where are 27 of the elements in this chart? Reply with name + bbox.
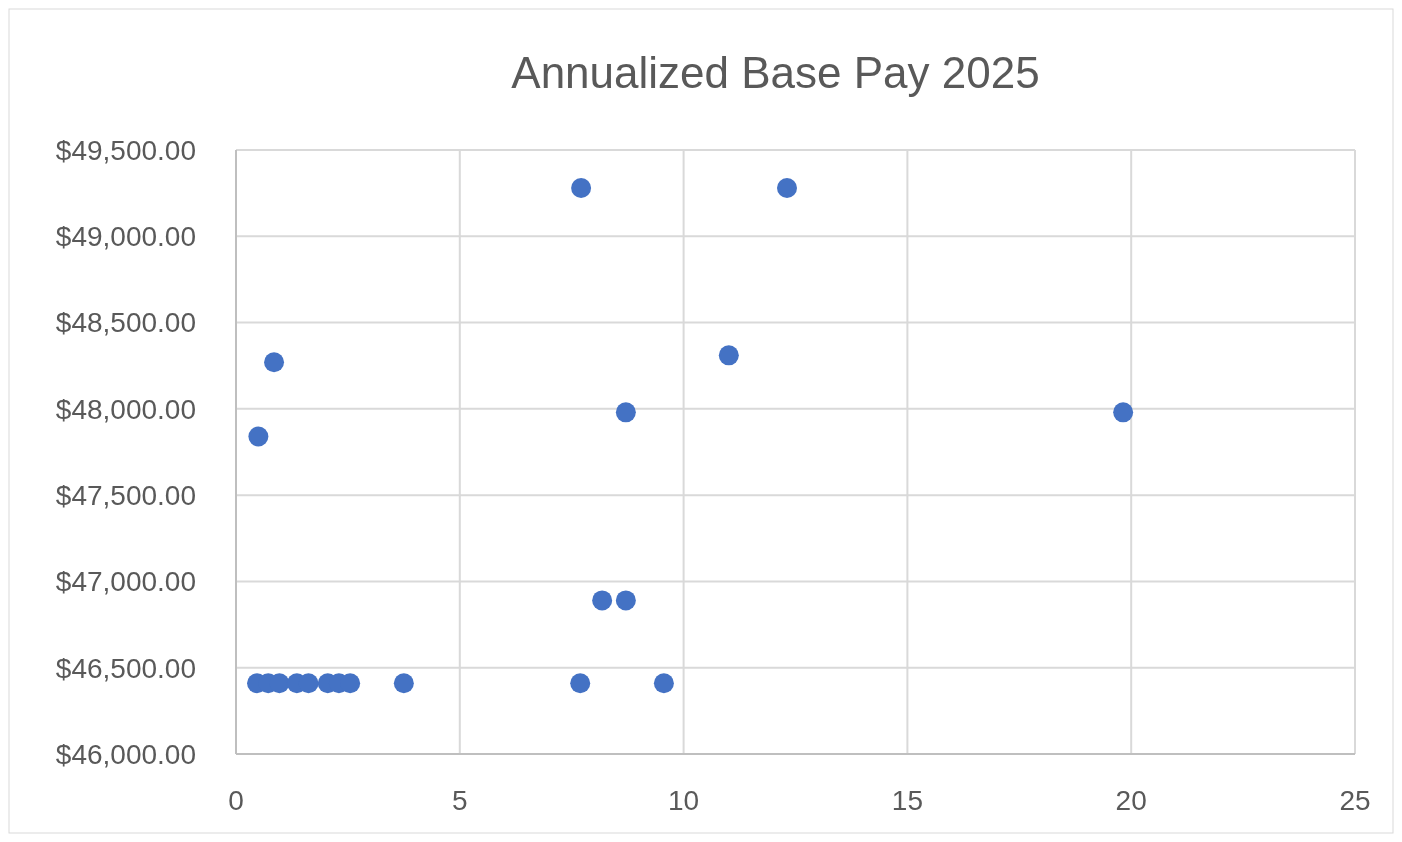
point xyxy=(248,426,269,447)
y-tick-label: $49,000.00 xyxy=(55,221,196,253)
x-tick-label: 10 xyxy=(668,785,700,816)
chart-title: Annualized Base Pay 2025 xyxy=(511,48,1040,97)
y-tick-label: $47,000.00 xyxy=(55,566,196,598)
y-tick-label: $47,500.00 xyxy=(55,479,196,511)
point xyxy=(718,345,739,366)
point xyxy=(570,673,591,694)
y-tick-label: $46,000.00 xyxy=(55,738,196,770)
y-tick-label: $46,500.00 xyxy=(55,652,196,684)
x-tick-label: 20 xyxy=(1115,785,1147,816)
x-tick-label: 5 xyxy=(452,785,468,816)
x-tick-label: 0 xyxy=(228,785,244,816)
point xyxy=(615,402,636,423)
point xyxy=(1113,402,1134,423)
x-tick-label: 25 xyxy=(1339,785,1371,816)
y-tick-label: $48,000.00 xyxy=(55,393,196,425)
point xyxy=(571,177,592,198)
point xyxy=(615,590,636,611)
point xyxy=(777,177,797,198)
x-tick-label: 15 xyxy=(891,785,923,816)
point xyxy=(264,352,285,373)
point xyxy=(393,673,414,694)
y-tick-label: $48,500.00 xyxy=(55,307,196,339)
point xyxy=(592,590,613,611)
point xyxy=(653,673,674,694)
y-tick-label: $49,500.00 xyxy=(55,134,196,166)
